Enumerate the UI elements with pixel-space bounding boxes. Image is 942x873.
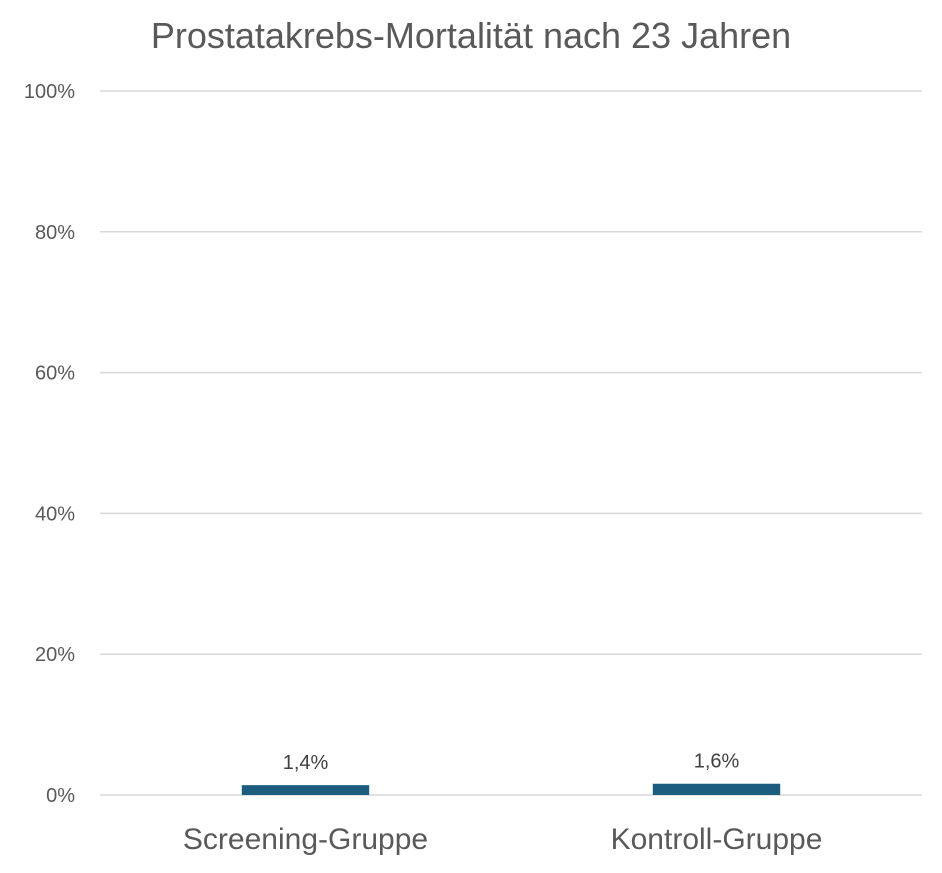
- y-tick-label: 20%: [35, 644, 75, 666]
- x-tick-label: Screening-Gruppe: [183, 823, 428, 856]
- data-labels: 1,4% 1,6%: [283, 751, 740, 774]
- y-tick-label: 40%: [35, 503, 75, 525]
- y-tick-label: 0%: [46, 785, 75, 807]
- y-axis-tick-labels: 0% 20% 40% 60% 80% 100%: [24, 81, 75, 807]
- gridlines: [100, 90, 922, 796]
- data-label: 1,6%: [694, 751, 740, 773]
- x-axis-tick-labels: Screening-Gruppe Kontroll-Gruppe: [183, 823, 822, 856]
- y-tick-label: 80%: [35, 222, 75, 244]
- bar: [241, 785, 370, 795]
- bar: [652, 783, 781, 795]
- x-tick-label: Kontroll-Gruppe: [611, 823, 823, 856]
- bars: [241, 783, 781, 795]
- data-label: 1,4%: [283, 752, 329, 774]
- chart-title: Prostatakrebs-Mortalität nach 23 Jahren: [151, 15, 791, 56]
- y-tick-label: 100%: [24, 81, 75, 103]
- y-tick-label: 60%: [35, 363, 75, 385]
